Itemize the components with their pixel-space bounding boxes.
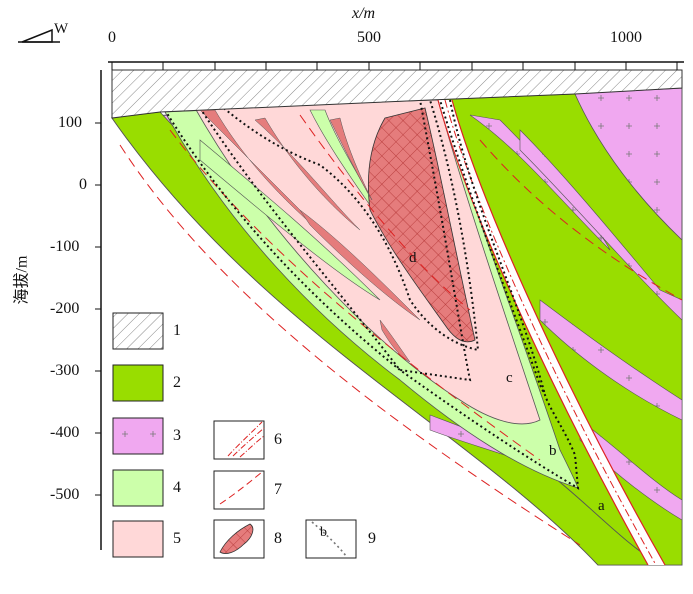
overburden-layer <box>111 69 683 119</box>
y-tick-label-minus100: -100 <box>50 238 80 255</box>
ore-vein-2 <box>254 117 361 231</box>
ore-vein-4 <box>299 209 421 321</box>
legend-6-symbol <box>227 421 265 458</box>
y-tick-label-0: 0 <box>79 176 87 193</box>
zone-label-b: b <box>549 443 557 459</box>
zone-label-d: d <box>409 250 417 266</box>
green-lens-a <box>199 139 381 301</box>
x-axis-label: x/m <box>352 5 376 22</box>
legend-label-9: 9 <box>368 530 376 547</box>
legend-label-1: 1 <box>173 322 181 339</box>
orientation-arrow-icon <box>18 28 60 43</box>
fault-line-mid <box>444 99 657 566</box>
x-tick-label-1000: 1000 <box>610 29 642 46</box>
legend-7-symbol <box>219 471 263 505</box>
y-tick-label-minus400: -400 <box>50 424 80 441</box>
legend-label-4: 4 <box>173 479 181 496</box>
y-axis-label: 海拔/m <box>13 255 31 305</box>
legend-8-symbol <box>219 523 254 554</box>
legend-swatches <box>112 312 357 559</box>
ore-vein-3 <box>329 117 373 201</box>
dotted-boundaries <box>164 99 580 490</box>
legend-label-8: 8 <box>274 530 282 547</box>
ore-vein-5 <box>379 319 411 363</box>
legend-label-6: 6 <box>274 431 282 448</box>
y-tick-label-minus200: -200 <box>50 300 80 317</box>
fault-zone-fill <box>438 100 665 565</box>
y-ticks <box>95 122 101 496</box>
legend-9-symbol <box>311 521 347 557</box>
orientation-label: W <box>54 21 69 37</box>
x-tick-label-500: 500 <box>357 29 381 46</box>
legend-label-2: 2 <box>173 374 181 391</box>
granite-lens-2 <box>519 129 683 321</box>
legend-label-3: 3 <box>173 427 181 444</box>
dashed-contacts <box>119 114 683 546</box>
y-tick-label-minus500: -500 <box>50 486 80 503</box>
y-tick-label-minus300: -300 <box>50 362 80 379</box>
legend-9-letter: b <box>320 525 327 540</box>
x-tick-label-0: 0 <box>108 29 116 46</box>
zone-label-a: a <box>598 498 605 514</box>
fault-line-2 <box>451 99 666 566</box>
granite-lens-3 <box>539 299 683 421</box>
y-tick-label-100: 100 <box>58 114 82 131</box>
ore-body <box>367 107 476 343</box>
legend-label-7: 7 <box>274 481 282 498</box>
legend-label-5: 5 <box>173 530 181 547</box>
light-pink-zone <box>194 99 541 425</box>
zone-label-c: c <box>506 370 513 386</box>
x-ticks <box>111 62 678 70</box>
